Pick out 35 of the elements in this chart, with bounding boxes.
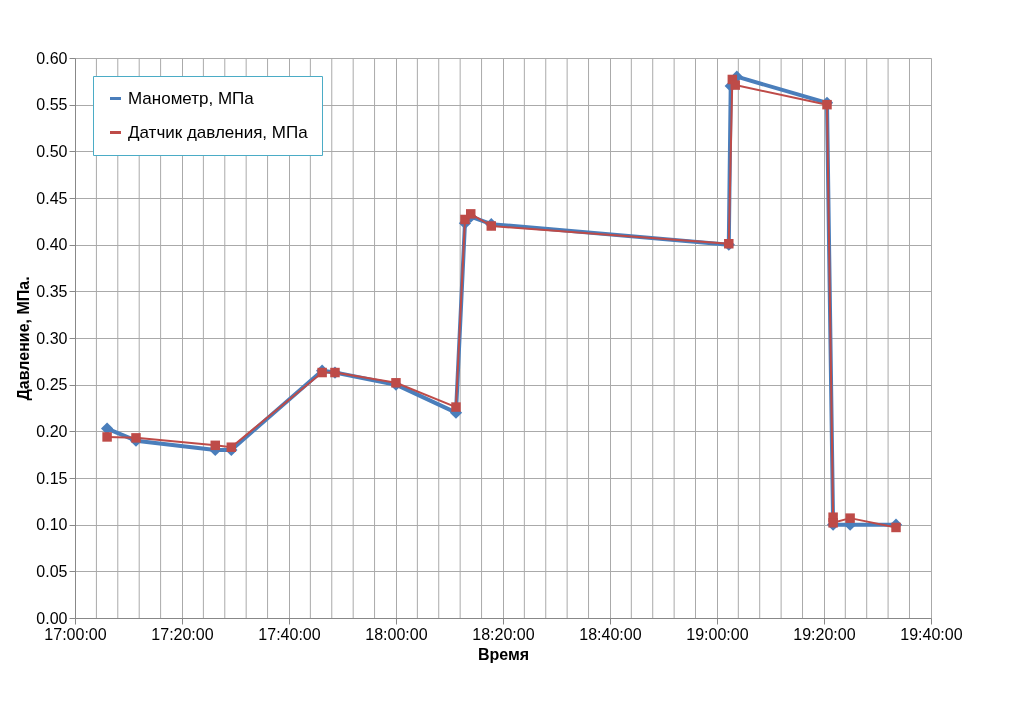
point bbox=[466, 209, 476, 219]
point bbox=[210, 440, 220, 451]
x-tick-label: 18:40:00 bbox=[579, 625, 642, 643]
point bbox=[730, 80, 740, 90]
y-tick-label: 0.40 bbox=[36, 236, 68, 254]
point bbox=[845, 513, 855, 523]
y-tick-label: 0.15 bbox=[36, 469, 68, 487]
y-tick-label: 0.50 bbox=[36, 142, 68, 160]
x-tick-label: 17:20:00 bbox=[151, 625, 214, 643]
y-tick-label: 0.45 bbox=[36, 189, 68, 207]
point bbox=[451, 402, 461, 412]
point bbox=[226, 442, 237, 452]
y-tick-label: 0.60 bbox=[36, 49, 68, 67]
x-tick-label: 19:00:00 bbox=[686, 625, 749, 643]
y-tick-label: 0.05 bbox=[36, 562, 68, 580]
point bbox=[102, 432, 112, 442]
x-tick-label: 18:20:00 bbox=[472, 625, 535, 643]
y-tick-label: 0.25 bbox=[36, 376, 68, 394]
x-axis-title: Время bbox=[477, 645, 530, 663]
x-tick-label: 18:00:00 bbox=[365, 625, 428, 643]
x-tick-label: 17:40:00 bbox=[258, 625, 321, 643]
legend-label: Датчик давления, МПа bbox=[128, 122, 309, 142]
legend-label: Манометр, МПа bbox=[128, 88, 255, 108]
point bbox=[891, 522, 901, 533]
y-tick-label: 0.20 bbox=[36, 422, 68, 440]
x-tick-label: 19:20:00 bbox=[793, 625, 856, 643]
y-tick-label: 0.10 bbox=[36, 516, 68, 534]
y-tick-label: 0.00 bbox=[36, 609, 68, 627]
point bbox=[131, 433, 141, 443]
y-tick-label: 0.55 bbox=[36, 96, 68, 114]
y-tick-label: 0.30 bbox=[36, 329, 68, 347]
x-tick-label: 19:40:00 bbox=[900, 625, 963, 643]
x-tick-label: 17:00:00 bbox=[44, 625, 107, 643]
y-tick-label: 0.35 bbox=[36, 282, 68, 300]
y-axis-title: Давление, МПа. bbox=[15, 276, 33, 401]
